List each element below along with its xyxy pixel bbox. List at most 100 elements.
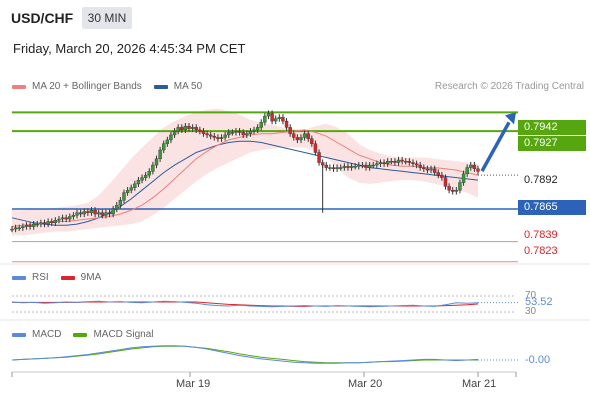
candle-body (252, 129, 256, 132)
level-label-r1: 0.7942 (518, 120, 586, 135)
rsi-value: 53.52 (525, 296, 553, 308)
candle-body (75, 212, 79, 216)
bollinger-band-area (12, 108, 478, 236)
legend-ma20-label: MA 20 + Bollinger Bands (32, 81, 142, 92)
candle-body (57, 218, 61, 221)
macd-legend: MACD MACD Signal (12, 329, 165, 340)
candle-body (404, 161, 408, 163)
candle-body (42, 222, 47, 225)
candle-body (443, 177, 448, 187)
rsi-legend: RSI 9MA (12, 272, 113, 283)
candle-body (349, 166, 354, 168)
candle-body (190, 127, 195, 129)
x-label-mar19: Mar 19 (176, 378, 211, 390)
candle-body (357, 164, 361, 167)
candle-body (248, 130, 253, 134)
candle-body (400, 159, 404, 162)
candle-body (68, 216, 72, 220)
level-label-last: 0.7892 (518, 173, 586, 188)
candle-body (180, 127, 184, 131)
candle-body (266, 113, 271, 117)
candle-body (53, 220, 58, 224)
legend-ma50-swatch (153, 84, 168, 89)
candle-body (284, 120, 289, 128)
candle-body (78, 212, 83, 215)
candle-body (317, 152, 321, 163)
candle-body (122, 192, 126, 201)
candle-body (93, 210, 97, 215)
candle-body (208, 134, 213, 137)
chart-header: USD/CHF 30 MIN (0, 0, 590, 34)
candle-body (212, 135, 216, 138)
candle-body (414, 163, 419, 166)
candle-body (219, 137, 224, 139)
candle-body (270, 113, 274, 122)
candle-body (328, 167, 332, 169)
candle-body (302, 133, 307, 138)
candle-body (245, 133, 249, 136)
candle-body (299, 137, 303, 141)
candle-body (24, 225, 29, 227)
x-label-mar20: Mar 20 (348, 378, 383, 390)
credit-label: Research © 2026 Trading Central (434, 81, 584, 92)
candle-body (31, 223, 36, 227)
candle-body (263, 115, 267, 123)
candle-body (472, 164, 477, 170)
level-label-s1: 0.7865 (518, 200, 586, 215)
candle-body (198, 129, 202, 132)
candle-body (230, 132, 235, 134)
candle-body (458, 182, 462, 191)
candle-body (429, 168, 433, 171)
candle-body (436, 172, 440, 176)
candle-body (169, 134, 173, 141)
legend-ma20: MA 20 + Bollinger Bands (12, 81, 142, 92)
candle-body (396, 159, 401, 163)
candle-body (111, 208, 115, 215)
candle-body (21, 226, 25, 229)
ma50-line (11, 140, 479, 226)
candle-body (125, 189, 130, 193)
candle-body (367, 164, 372, 168)
x-label-mar21: Mar 21 (462, 378, 497, 390)
candle-body (89, 210, 94, 213)
candle-body (454, 189, 459, 192)
candle-body (10, 228, 14, 231)
legend-macd-swatch (12, 332, 26, 337)
legend-rsi-ma-swatch (60, 275, 75, 280)
candle-body (281, 117, 285, 122)
candle-body (64, 217, 68, 220)
timeframe-badge[interactable]: 30 MIN (82, 7, 132, 29)
candle-body (237, 130, 242, 133)
candle-body (129, 187, 133, 191)
level-label-s3: 0.7823 (524, 245, 558, 257)
candle-body (331, 167, 336, 170)
candle-body (133, 183, 137, 188)
macd-line (11, 345, 479, 364)
candle-body (241, 132, 245, 136)
candle-body (353, 166, 357, 168)
candle-body (60, 217, 65, 220)
candle-body (172, 130, 177, 136)
candle-body (292, 133, 296, 138)
candle-body (364, 164, 368, 168)
candle-body (158, 149, 162, 159)
candle-body (451, 189, 455, 192)
candle-body (154, 158, 159, 166)
candle-body (393, 161, 397, 163)
legend-ma50-label: MA 50 (173, 81, 203, 92)
candle-body (143, 174, 148, 178)
legend-rsi-swatch (12, 275, 26, 280)
candle-body (418, 164, 422, 168)
legend-rsi-ma-label: 9MA (80, 272, 102, 283)
candle-body (35, 223, 39, 226)
candle-body (162, 143, 166, 151)
candle-body (151, 164, 155, 172)
level-label-r2: 0.7927 (518, 136, 586, 151)
candle-body (50, 221, 54, 224)
candle-body (194, 127, 198, 131)
macd-value: -0.00 (525, 354, 551, 366)
candle-body (71, 215, 76, 217)
rsi-line (11, 300, 479, 308)
candle-body (100, 212, 105, 216)
